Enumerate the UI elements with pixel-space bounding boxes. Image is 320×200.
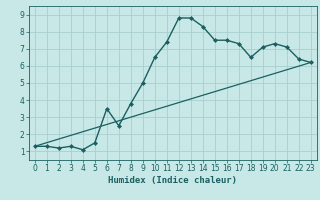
X-axis label: Humidex (Indice chaleur): Humidex (Indice chaleur) (108, 176, 237, 185)
